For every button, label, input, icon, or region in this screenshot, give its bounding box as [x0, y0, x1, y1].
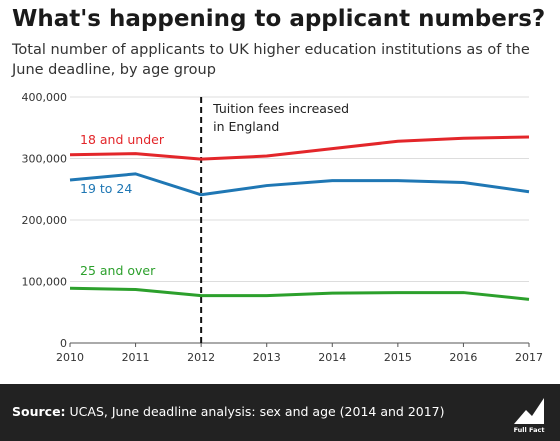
full-fact-logo-icon: Full Fact: [514, 398, 545, 434]
chart-title: What's happening to applicant numbers?: [12, 6, 546, 32]
annotation-text-line1: Tuition fees increased: [212, 101, 349, 116]
x-tick-label: 2011: [122, 351, 150, 364]
series-line: [69, 172, 530, 197]
source-prefix: Source:: [12, 404, 66, 419]
series-line: [69, 286, 530, 301]
series-label: 19 to 24: [80, 181, 132, 196]
series-lines: [69, 135, 530, 301]
x-tick-label: 2016: [449, 351, 477, 364]
y-tick-label: 0: [60, 337, 67, 350]
y-tick-label: 100,000: [22, 276, 68, 289]
logo-text: Full Fact: [514, 426, 545, 434]
source-text: UCAS, June deadline analysis: sex and ag…: [65, 404, 445, 419]
series-labels: 18 and under 19 to 24 25 and over: [80, 132, 165, 278]
y-tick-label: 300,000: [22, 153, 68, 166]
x-tick-label: 2015: [384, 351, 412, 364]
y-tick-label: 400,000: [22, 91, 68, 104]
x-axis-ticks: 2010 2011 2012 2013 2014 2015 2016 2017: [56, 343, 543, 364]
x-tick-label: 2010: [56, 351, 84, 364]
x-tick-label: 2014: [318, 351, 346, 364]
series-label: 18 and under: [80, 132, 165, 147]
x-tick-label: 2012: [187, 351, 215, 364]
x-tick-label: 2017: [515, 351, 543, 364]
series-line: [69, 135, 530, 161]
annotation-text-line2: in England: [213, 119, 279, 134]
x-tick-label: 2013: [253, 351, 281, 364]
y-tick-label: 200,000: [22, 214, 68, 227]
chart-subtitle: Total number of applicants to UK higher …: [12, 42, 530, 78]
y-axis-ticks: 0 100,000 200,000 300,000 400,000: [22, 91, 68, 350]
source-note: Source: UCAS, June deadline analysis: se…: [12, 404, 445, 419]
gridlines: [70, 96, 529, 344]
footer-bar: Source: UCAS, June deadline analysis: se…: [0, 384, 560, 441]
series-label: 25 and over: [80, 263, 156, 278]
